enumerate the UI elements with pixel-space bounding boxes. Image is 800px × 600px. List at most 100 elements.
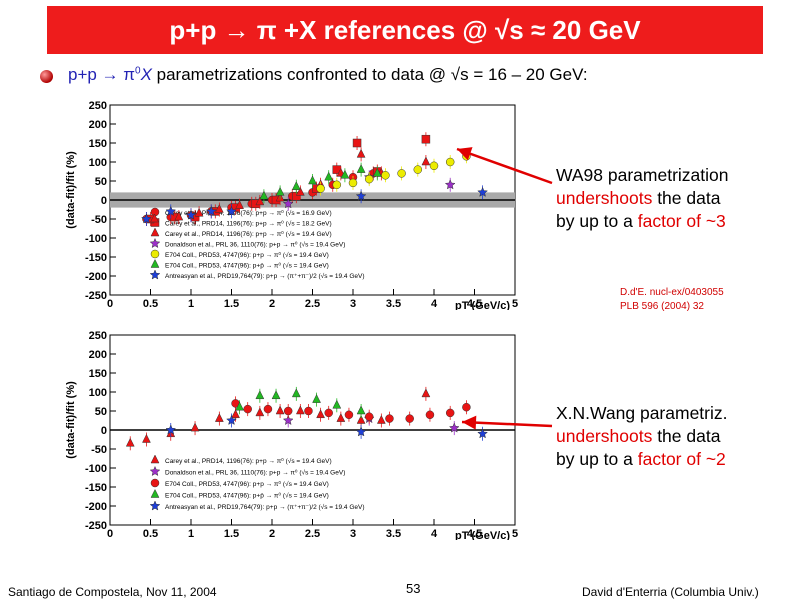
legend-entry: Donaldson et al., PRL 36, 1110(76): p+p …: [165, 469, 345, 477]
legend-entry: Carey et al., PRD14, 1196(76): p+p → π⁰ …: [165, 220, 332, 228]
data-point: [444, 179, 456, 190]
annotation-bottom-line3: by up to a factor of ~2: [556, 448, 728, 471]
data-point: [165, 205, 177, 216]
footer-author: David d'Enterria (Columbia Univ.): [582, 585, 759, 599]
annotation-bottom-highlight: undershoots: [556, 426, 653, 446]
y-tick-label: 200: [89, 119, 107, 131]
data-point: [381, 171, 390, 180]
data-point: [356, 148, 366, 158]
x-tick-label: 0.5: [143, 528, 158, 540]
y-tick-label: -200: [85, 271, 107, 283]
y-tick-label: -150: [85, 482, 107, 494]
data-point: [271, 390, 281, 400]
reference-line1: D.d'E. nucl-ex/0403055: [620, 287, 724, 298]
legend-entry: Antreasyan et al., PRD19,764(79): p+p → …: [165, 272, 365, 280]
data-point: [304, 406, 313, 416]
data-point: [448, 422, 460, 433]
data-point: [324, 408, 333, 418]
data-point: [255, 407, 265, 417]
annotation-top-line1: WA98 parametrization: [556, 165, 729, 185]
data-point: [312, 394, 321, 403]
bullet-reaction-sup: 0: [135, 65, 141, 77]
data-point: [356, 414, 366, 424]
legend-entry: E704 Coll., PRD53, 4747(96): p+p → π⁰ (√…: [165, 251, 329, 259]
footer-page-number: 53: [406, 581, 421, 596]
x-tick-label: 4: [431, 298, 438, 310]
data-point: [421, 134, 431, 144]
x-tick-label: 2.5: [305, 298, 320, 310]
x-tick-label: 2: [269, 298, 275, 310]
y-tick-label: -250: [85, 290, 107, 302]
data-point: [243, 404, 252, 414]
legend-marker: [149, 500, 161, 511]
annotation-top-line3-pre: by up to a: [556, 211, 638, 231]
data-point: [356, 405, 366, 415]
data-point: [226, 414, 237, 426]
x-tick-label: 1: [188, 298, 194, 310]
data-point: [214, 203, 224, 213]
x-tick-label: 1.5: [224, 528, 239, 540]
legend-entry: Carey et al., PRD14, 1196(76): p+p → π⁰ …: [165, 457, 332, 465]
x-tick-label: 3.5: [386, 528, 401, 540]
annotation-top-line2-rest: the data: [652, 188, 721, 208]
y-tick-label: 250: [89, 330, 107, 342]
bullet-reaction-x: X: [140, 65, 152, 84]
legend-entry: Carey et al., PRD14, 1196(76): p+p → π⁰ …: [165, 209, 332, 217]
data-point: [445, 157, 455, 167]
data-point: [291, 181, 301, 190]
legend-marker: [150, 227, 160, 237]
data-point: [324, 171, 334, 181]
data-point: [226, 205, 237, 216]
x-tick-label: 2.5: [305, 528, 320, 540]
data-point: [275, 405, 285, 415]
legend-entry: E704 Coll., PRD53, 4747(96): p+p → π⁰ (√…: [165, 480, 329, 488]
data-point: [462, 402, 471, 412]
legend-marker: [149, 237, 161, 249]
data-point: [295, 186, 305, 196]
y-tick-label: 100: [89, 157, 107, 169]
data-point: [194, 207, 204, 217]
y-tick-label: 0: [101, 425, 107, 437]
data-point: [462, 152, 471, 161]
data-point: [397, 169, 406, 178]
data-point: [235, 200, 245, 209]
data-point: [340, 169, 350, 179]
data-point: [421, 388, 431, 398]
data-point: [231, 409, 240, 419]
bullet-description: parametrizations confronted to data @ √s…: [151, 65, 588, 84]
x-tick-label: 3: [350, 528, 356, 540]
y-axis-label: (data-fit)/fit (%): [65, 151, 77, 229]
data-point: [429, 161, 439, 171]
data-point: [364, 412, 374, 421]
reference: D.d'E. nucl-ex/0403055 PLB 596 (2004) 32: [620, 286, 724, 314]
annotation-bottom-line2-rest: the data: [652, 426, 721, 446]
data-point: [190, 422, 200, 432]
x-tick-label: 3: [350, 298, 356, 310]
x-tick-label: 5: [512, 298, 518, 310]
legend-marker: [149, 269, 161, 280]
y-tick-label: -200: [85, 501, 107, 513]
chart-top: -250 -200 -150 -100 -50 0 50 100 150 200 250 0 0.5 1 1…: [65, 100, 518, 310]
data-point: [263, 404, 273, 414]
data-point: [421, 156, 431, 166]
x-tick-label: 0.5: [143, 298, 158, 310]
data-point: [185, 209, 197, 220]
data-point: [425, 410, 435, 420]
data-point: [364, 174, 374, 184]
data-point: [332, 180, 342, 190]
data-point: [477, 186, 489, 197]
y-tick-label: 150: [89, 368, 107, 380]
annotation-top-line2: undershoots the data: [556, 187, 728, 210]
data-point: [259, 190, 269, 200]
x-tick-label: 4.5: [467, 298, 482, 310]
x-axis-label: pT (GeV/c): [455, 300, 510, 310]
data-point: [141, 213, 152, 224]
data-point: [295, 405, 305, 415]
bullet-reaction: p+p → π: [68, 65, 136, 84]
data-point: [291, 388, 301, 398]
data-point: [372, 167, 382, 177]
data-point: [352, 138, 362, 148]
data-point: [348, 178, 358, 188]
data-point: [405, 414, 414, 423]
legend-entry: Antreasyan et al., PRD19,764(79): p+p → …: [165, 503, 365, 511]
